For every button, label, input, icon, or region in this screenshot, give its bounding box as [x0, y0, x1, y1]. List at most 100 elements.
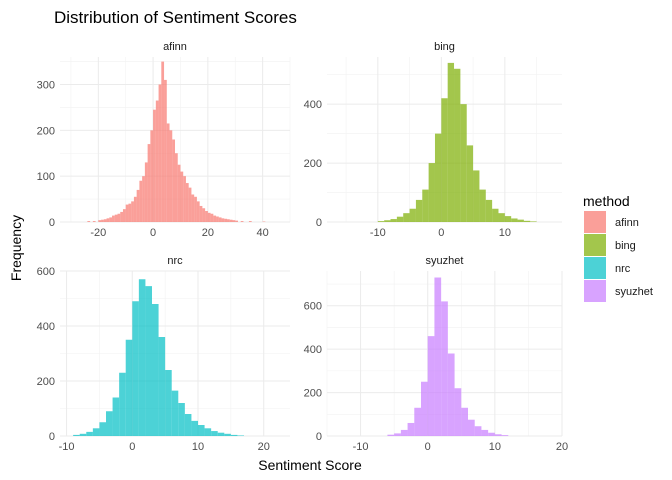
- histogram-bar: [161, 61, 165, 223]
- x-tick-label: -10: [370, 227, 386, 239]
- histogram-bar: [474, 426, 482, 436]
- histogram-bar: [501, 435, 509, 436]
- histogram-bar: [447, 353, 455, 436]
- x-tick-label: -10: [59, 441, 75, 453]
- x-tick-label: 20: [556, 441, 568, 453]
- histogram-bar: [237, 435, 244, 436]
- legend-label: afinn: [615, 217, 639, 229]
- histogram-bar: [120, 211, 123, 222]
- x-tick-label: 10: [489, 441, 501, 453]
- histogram-bar: [523, 220, 531, 222]
- histogram-bar: [427, 336, 435, 436]
- histogram-bar: [152, 304, 159, 436]
- legend-item-bing: bing: [584, 234, 636, 256]
- facet-afinn: afinn -20 0 20 40 0 100 200 300: [37, 41, 291, 239]
- histogram-bar: [92, 428, 100, 436]
- histogram-bar: [164, 79, 167, 223]
- histogram-bar: [142, 176, 145, 222]
- x-tick-label: -20: [90, 227, 106, 239]
- histogram-bar: [235, 220, 238, 222]
- histogram-bar: [139, 180, 143, 222]
- y-tick-label: 400: [304, 344, 322, 356]
- legend-label: syuzhet: [615, 286, 653, 298]
- histogram-bar: [492, 208, 499, 222]
- histogram-bar: [466, 145, 474, 222]
- y-tick-label: 0: [49, 217, 55, 229]
- histogram-bar: [216, 216, 219, 222]
- histogram-bar: [504, 216, 512, 222]
- histogram-bar: [122, 209, 126, 222]
- legend-swatch: [584, 211, 606, 233]
- histogram-bar: [114, 214, 118, 222]
- histogram-bar: [511, 218, 518, 222]
- legend-title: method: [583, 193, 630, 209]
- legend-label: nrc: [615, 263, 631, 275]
- x-tick-label: 20: [202, 227, 214, 239]
- y-axis-title: Frequency: [8, 215, 24, 281]
- histogram-bar: [117, 213, 121, 222]
- histogram-bar: [87, 221, 91, 222]
- y-tick-label: 300: [37, 80, 55, 92]
- y-tick-label: 100: [37, 171, 55, 183]
- histogram-bar: [224, 433, 231, 436]
- histogram-bar: [153, 109, 156, 222]
- histogram-bar: [414, 407, 421, 436]
- histogram-bar: [198, 425, 205, 436]
- histogram-bar: [229, 219, 233, 222]
- histogram-bar: [79, 433, 87, 436]
- y-tick-label: 200: [304, 388, 322, 400]
- histogram-bar: [498, 213, 505, 222]
- histogram-bar: [434, 133, 442, 222]
- histogram-bar: [194, 196, 197, 222]
- histogram-bar: [191, 420, 198, 436]
- histogram-bar: [106, 218, 110, 222]
- histogram-bar: [230, 434, 238, 436]
- histogram-bar: [227, 219, 230, 222]
- histogram-bar: [144, 162, 148, 222]
- histogram-bar: [415, 199, 423, 222]
- y-tick-label: 200: [37, 376, 55, 388]
- histogram-bar: [390, 219, 397, 222]
- histogram-bar: [488, 432, 495, 436]
- histogram-bar: [150, 130, 154, 222]
- histogram-bar: [175, 153, 178, 222]
- x-tick-label: 0: [425, 441, 431, 453]
- histogram-bar: [128, 203, 132, 222]
- histogram-bar: [147, 144, 151, 222]
- chart-title: Distribution of Sentiment Scores: [54, 8, 297, 27]
- histogram-bar: [155, 100, 159, 222]
- x-tick-label: 0: [150, 227, 156, 239]
- histogram-bar: [441, 301, 448, 436]
- facet-strip-label: syuzhet: [426, 255, 464, 267]
- histogram-bar: [119, 372, 126, 436]
- histogram-bar: [172, 139, 175, 222]
- histogram-bar: [530, 221, 537, 222]
- x-tick-label: 10: [192, 441, 204, 453]
- facet-strip-label: bing: [434, 41, 455, 53]
- histogram-bar: [461, 407, 468, 436]
- histogram-bar: [202, 208, 206, 222]
- x-tick-label: 40: [256, 227, 268, 239]
- histogram-bar: [407, 422, 415, 436]
- histogram-bar: [377, 221, 385, 222]
- facet-strip-label: nrc: [167, 255, 183, 267]
- histogram-bar: [403, 213, 410, 222]
- histogram-bar: [479, 189, 486, 222]
- histogram-bar: [125, 204, 129, 222]
- histogram-bar: [158, 84, 162, 222]
- histogram-bar: [92, 221, 96, 222]
- histogram-bar: [196, 201, 200, 222]
- x-tick-label: -10: [353, 441, 369, 453]
- x-tick-label: 20: [258, 441, 270, 453]
- legend-swatch: [584, 280, 606, 302]
- histogram-bar: [400, 429, 408, 436]
- histogram-bar: [125, 339, 133, 436]
- histogram-bar: [178, 403, 185, 436]
- histogram-bar: [384, 220, 391, 222]
- y-tick-label: 400: [37, 321, 55, 333]
- histogram-bar: [396, 216, 404, 222]
- histogram-bar: [217, 432, 225, 436]
- histogram-bar: [132, 301, 139, 436]
